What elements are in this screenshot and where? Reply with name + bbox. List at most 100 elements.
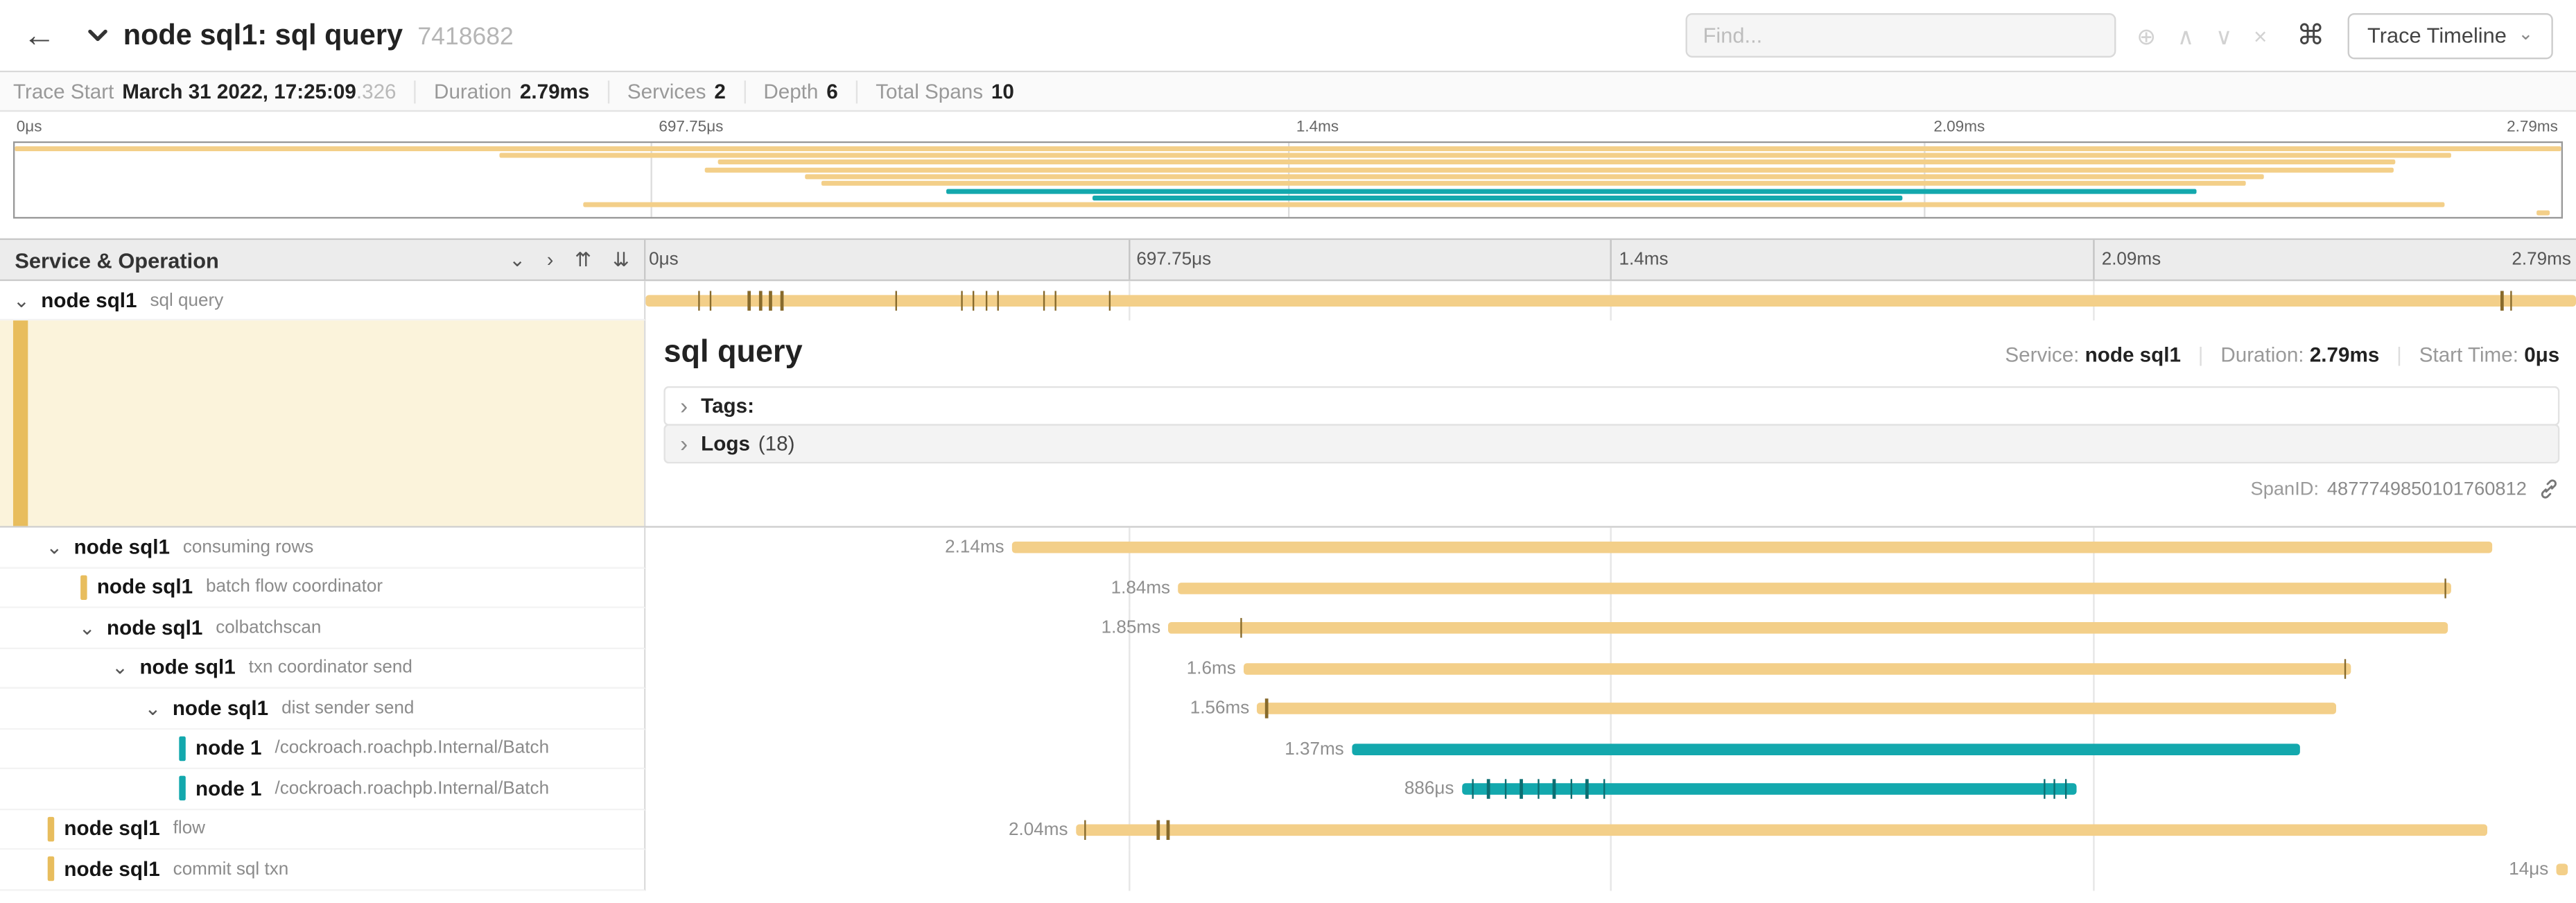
span-bar-cell[interactable]	[645, 281, 2576, 321]
span-row[interactable]: node 1/cockroach.roachpb.Internal/Batch 1…	[0, 729, 2576, 770]
log-marker	[1504, 779, 1507, 800]
expand-arrow-icon: ›	[680, 393, 688, 420]
span-row[interactable]: ⌄ node sql1 colbatchscan 1.85ms	[0, 608, 2576, 648]
trace-collapse-chevron-icon[interactable]	[85, 23, 110, 48]
span-bar-cell[interactable]: 1.6ms	[645, 648, 2576, 689]
span-bar-cell[interactable]: 1.37ms	[645, 729, 2576, 770]
service-label: Service:	[2005, 343, 2080, 367]
span-row[interactable]: node sql1 batch flow coordinator 1.84ms	[0, 567, 2576, 608]
span-operation-name: sql query	[150, 290, 224, 310]
span-color-indicator	[47, 857, 55, 882]
span-tree-cell[interactable]: ⌄ node sql1 colbatchscan	[0, 608, 646, 648]
span-tree-cell[interactable]: node sql1 flow	[0, 809, 646, 850]
log-marker	[1084, 819, 1086, 840]
span-tree-cell[interactable]: node 1/cockroach.roachpb.Internal/Batch	[0, 769, 646, 810]
find-next-icon[interactable]: ∨	[2215, 22, 2233, 49]
expander-chevron-icon[interactable]: ⌄	[112, 656, 129, 680]
log-marker	[1585, 779, 1588, 800]
log-marker	[2064, 779, 2067, 800]
span-service-name: node sql1	[64, 817, 160, 841]
span-service-name: node sql1	[73, 535, 170, 559]
minimap-canvas[interactable]	[12, 141, 2564, 219]
log-marker	[1043, 291, 1046, 311]
span-tree-cell[interactable]: ⌄ node sql1 consuming rows	[0, 527, 646, 568]
span-bar[interactable]	[645, 295, 2576, 307]
tick-label: 2.09ms	[1933, 118, 1985, 137]
span-service-name: node 1	[195, 777, 262, 800]
span-color-indicator	[80, 574, 87, 600]
copy-link-icon[interactable]	[2538, 479, 2559, 500]
expand-all-icon[interactable]: ⇊	[612, 248, 629, 272]
trace-id: 7418682	[417, 23, 514, 51]
view-selector-label: Trace Timeline	[2367, 23, 2507, 48]
span-tree-cell[interactable]: ⌄ node sql1 dist sender send	[0, 688, 646, 730]
expander-chevron-icon[interactable]: ⌄	[144, 696, 162, 720]
summary-depth: Depth 6	[763, 79, 858, 103]
span-duration-label: 886μs	[1404, 779, 1454, 800]
back-icon[interactable]: ←	[23, 17, 56, 54]
collapse-one-icon[interactable]: ⌄	[509, 248, 526, 272]
find-prev-icon[interactable]: ∧	[2177, 22, 2195, 49]
span-bar-cell[interactable]: 2.04ms	[645, 809, 2576, 850]
logs-accordion[interactable]: › Logs (18)	[663, 424, 2560, 464]
span-tree-cell[interactable]: node 1/cockroach.roachpb.Internal/Batch	[0, 729, 646, 770]
span-detail-gutter	[0, 320, 646, 526]
log-marker	[2510, 291, 2513, 311]
log-marker	[2053, 779, 2055, 800]
collapse-all-icon[interactable]: ⇈	[575, 248, 592, 272]
span-bar[interactable]	[1168, 622, 2449, 635]
span-bar-cell[interactable]: 1.84ms	[645, 567, 2576, 608]
view-selector-button[interactable]: Trace Timeline ⌄	[2347, 12, 2553, 59]
span-row[interactable]: ⌄ node sql1 sql query	[0, 281, 2576, 321]
find-clear-icon[interactable]: ×	[2254, 22, 2268, 49]
log-marker	[1537, 779, 1540, 800]
span-bar[interactable]	[1076, 823, 2487, 836]
span-bar[interactable]	[1257, 703, 2337, 715]
span-bar-cell[interactable]: 886μs	[645, 769, 2576, 810]
log-marker	[1157, 819, 1160, 840]
span-detail-title: sql query	[663, 335, 803, 370]
start-time-value: 0μs	[2524, 343, 2560, 367]
minimap-span-strip	[582, 203, 2444, 208]
span-tree-cell[interactable]: ⌄ node sql1 txn coordinator send	[0, 648, 646, 689]
span-row[interactable]: node 1/cockroach.roachpb.Internal/Batch 8…	[0, 769, 2576, 810]
span-bar[interactable]	[1178, 582, 2451, 594]
keyboard-shortcuts-icon[interactable]: ⌘	[2297, 19, 2325, 51]
minimap-span-strip	[498, 153, 2452, 158]
span-duration-label: 2.04ms	[1009, 819, 1068, 840]
log-marker	[1553, 779, 1556, 800]
span-row[interactable]: ⌄ node sql1 dist sender send 1.56ms	[0, 688, 2576, 730]
expand-one-icon[interactable]: ›	[546, 248, 554, 272]
span-row[interactable]: ⌄ node sql1 txn coordinator send 1.6ms	[0, 648, 2576, 689]
minimap-tick-labels: 0μs 697.75μs 1.4ms 2.09ms 2.79ms	[13, 117, 2563, 141]
expander-chevron-icon[interactable]: ⌄	[78, 616, 96, 639]
timeline-ruler: 0μs 697.75μs 1.4ms 2.09ms 2.79ms	[645, 240, 2576, 280]
duration-label: Duration:	[2220, 343, 2304, 367]
span-bar[interactable]	[2557, 863, 2568, 876]
span-tree-cell[interactable]: node sql1 commit sql txn	[0, 850, 646, 891]
span-row[interactable]: ⌄ node sql1 consuming rows 2.14ms	[0, 527, 2576, 568]
span-bar-cell[interactable]: 2.14ms	[645, 527, 2576, 568]
span-bar-cell[interactable]: 1.56ms	[645, 688, 2576, 730]
span-row[interactable]: node sql1 commit sql txn 14μs	[0, 850, 2576, 891]
span-detail-row: sql query Service: node sql1 | Duration:…	[0, 320, 2576, 528]
span-bar[interactable]	[1244, 662, 2351, 675]
span-tree-cell[interactable]: node sql1 batch flow coordinator	[0, 567, 646, 608]
tags-accordion[interactable]: › Tags:	[663, 386, 2560, 426]
span-row[interactable]: node sql1 flow 2.04ms	[0, 809, 2576, 850]
expander-chevron-icon[interactable]: ⌄	[46, 535, 63, 559]
span-bar[interactable]	[1352, 743, 2300, 755]
span-color-indicator	[47, 816, 55, 841]
log-marker	[709, 291, 712, 311]
find-input[interactable]	[1685, 12, 2116, 58]
span-id-row: SpanID: 4877749850101760812	[663, 479, 2559, 500]
span-bar-cell[interactable]: 1.85ms	[645, 608, 2576, 648]
log-marker	[2043, 779, 2046, 800]
minimap-span-strip	[821, 181, 2246, 187]
span-bar[interactable]	[1012, 542, 2494, 554]
span-bar-cell[interactable]: 14μs	[645, 850, 2576, 891]
span-tree-cell[interactable]: ⌄ node sql1 sql query	[0, 281, 646, 321]
span-bar[interactable]	[1462, 783, 2076, 796]
expander-chevron-icon[interactable]: ⌄	[12, 288, 30, 312]
find-scope-icon[interactable]: ⊕	[2136, 22, 2157, 49]
